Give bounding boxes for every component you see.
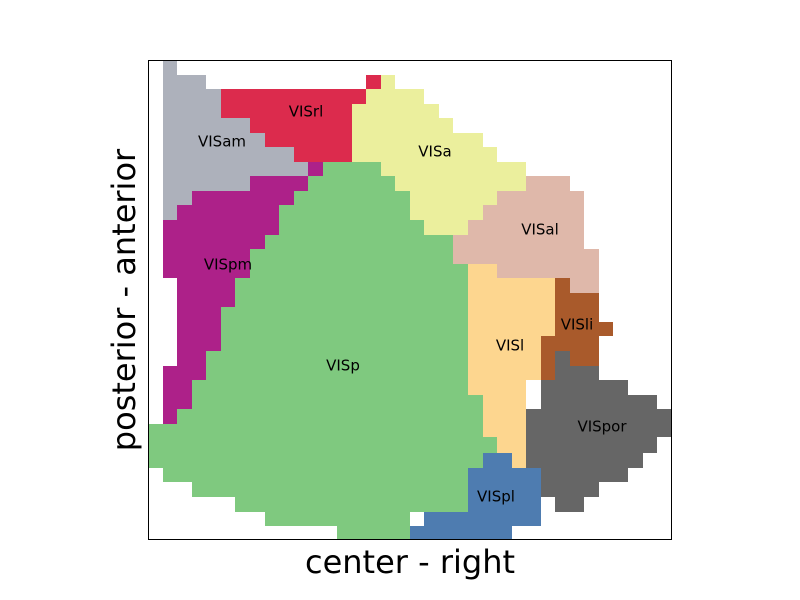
- region-label-vispm: VISpm: [204, 256, 252, 274]
- plot-area: [148, 60, 672, 540]
- region-label-visrl: VISrl: [289, 103, 324, 121]
- region-visl: [468, 264, 570, 468]
- region-vispor: [526, 351, 672, 512]
- y-axis-title: posterior - anterior: [105, 148, 143, 451]
- region-visrl: [221, 75, 381, 162]
- region-label-visa: VISa: [418, 143, 451, 161]
- plot-frame: [148, 60, 672, 540]
- region-visal: [453, 176, 599, 293]
- region-label-vispor: VISpor: [577, 418, 627, 436]
- region-labels: VISp VISam VISrl VISa VISal VISpm VISl VISli VIS…: [198, 103, 627, 506]
- region-visam: [163, 60, 308, 220]
- region-label-visp: VISp: [326, 357, 360, 375]
- region-label-visam: VISam: [198, 133, 246, 151]
- region-label-visal: VISal: [521, 221, 559, 239]
- region-label-vispl: VISpl: [477, 488, 515, 506]
- region-vispm: [163, 162, 323, 424]
- region-visp: [148, 162, 497, 540]
- region-label-visli: VISli: [561, 316, 594, 334]
- region-visa: [352, 75, 526, 235]
- region-visli: [541, 278, 613, 380]
- region-label-visl: VISl: [496, 337, 524, 355]
- x-axis-title: center - right: [305, 543, 515, 581]
- region-vispl: [410, 453, 541, 540]
